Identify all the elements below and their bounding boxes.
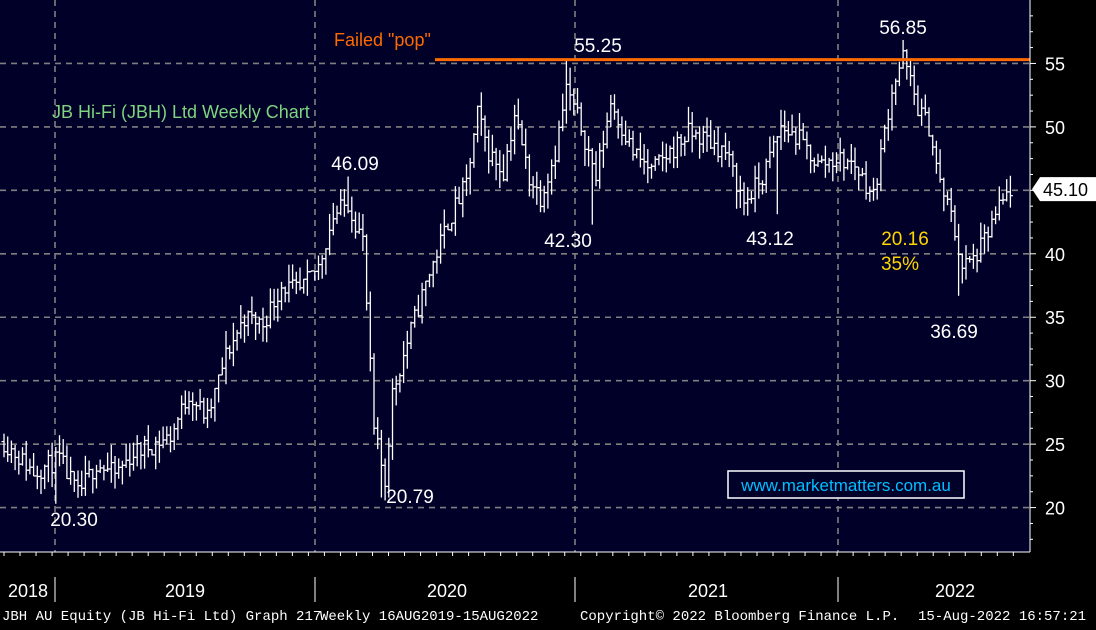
y-tick-label: 30: [1045, 372, 1065, 392]
price-annotation: 20.30: [50, 510, 98, 531]
year-label: 2021: [688, 581, 728, 601]
price-annotation: 56.85: [879, 18, 927, 39]
price-annotation: 46.09: [331, 154, 379, 175]
chart-title: JB Hi-Fi (JBH) Ltd Weekly Chart: [52, 102, 310, 122]
price-bars: [1, 39, 1013, 504]
y-tick-label: 35: [1045, 308, 1065, 328]
x-axis: 2018 2019 2020 2021 2022: [0, 551, 1096, 606]
y-tick-label: 40: [1045, 245, 1065, 265]
last-price-label: 45.10: [1043, 180, 1088, 200]
year-label: 2019: [165, 581, 205, 601]
y-tick-label: 55: [1045, 54, 1065, 74]
y-tick-label: 20: [1045, 499, 1065, 519]
price-annotation: 43.12: [746, 229, 794, 250]
bloomberg-footer: JBH AU Equity (JB Hi-Fi Ltd) Graph 217 W…: [0, 606, 1096, 630]
watermark-box: [727, 470, 965, 499]
security-label: JBH AU Equity (JB Hi-Fi Ltd) Graph 217: [2, 609, 322, 625]
watermark-text: www.marketmatters.com.au: [740, 476, 951, 495]
year-label: 2020: [427, 581, 467, 601]
y-axis: 202530354045505545.10: [1029, 0, 1096, 552]
grid-lines: [0, 0, 1030, 552]
price-annotation: 55.25: [574, 36, 622, 57]
date-range-label: Weekly 16AUG2019-15AUG2022: [320, 609, 539, 625]
plot-area: [0, 0, 1030, 552]
price-annotation: 20.79: [386, 487, 434, 508]
price-annotation: 36.69: [930, 322, 978, 343]
year-label: 2018: [8, 581, 48, 601]
y-tick-label: 50: [1045, 118, 1065, 138]
annotations: JB Hi-Fi (JBH) Ltd Weekly Chart Failed "p…: [50, 18, 978, 531]
resistance-label: Failed "pop": [334, 30, 431, 50]
callout-label: 35%: [881, 254, 919, 275]
year-label: 2022: [935, 581, 975, 601]
y-tick-label: 25: [1045, 435, 1065, 455]
x-axis-band: [0, 552, 1096, 606]
price-annotation: 42.30: [544, 231, 592, 252]
last-price-box: [1032, 177, 1096, 202]
copyright-label: Copyright© 2022 Bloomberg Finance L.P.: [580, 609, 900, 625]
callout-label: 20.16: [881, 229, 929, 250]
timestamp-label: 15-Aug-2022 16:57:21: [918, 609, 1087, 625]
